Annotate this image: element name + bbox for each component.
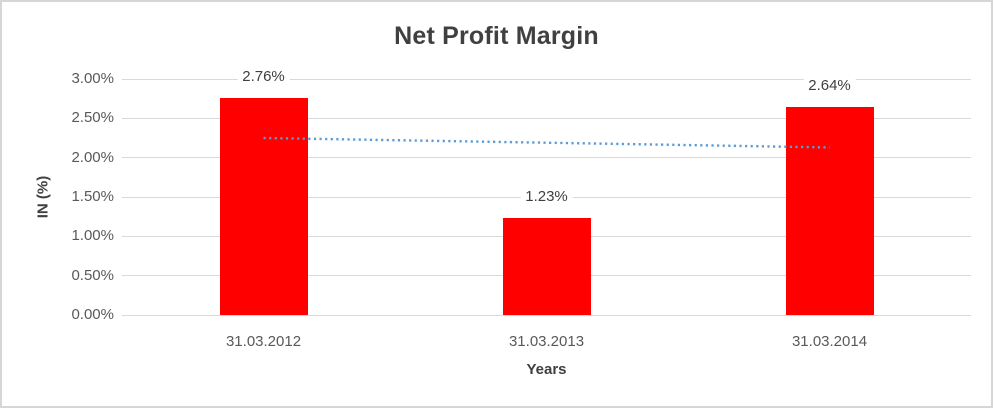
bar	[785, 107, 874, 315]
data-label: 2.76%	[237, 67, 290, 86]
y-tick-label: 3.00%	[71, 70, 114, 87]
gridline	[122, 157, 971, 159]
bar	[219, 97, 308, 315]
y-tick-label: 0.50%	[71, 266, 114, 284]
y-tick-label: 2.00%	[71, 148, 114, 166]
y-tick-label: 2.50%	[71, 109, 114, 127]
gridline	[122, 314, 971, 316]
x-axis-title: Years	[526, 361, 567, 378]
x-tick-label: 31.03.2013	[508, 333, 585, 350]
y-tick-label: 1.00%	[71, 227, 114, 245]
y-tick-label: 0.00%	[71, 306, 114, 323]
y-tick-label: 1.50%	[71, 188, 114, 205]
data-label: 1.23%	[520, 188, 573, 207]
x-tick-label: 31.03.2012	[225, 333, 302, 350]
chart-title: Net Profit Margin	[394, 22, 599, 50]
bar	[502, 218, 591, 315]
x-tick-label: 31.03.2014	[791, 333, 868, 350]
gridline	[122, 117, 971, 119]
data-label: 2.64%	[803, 77, 856, 96]
gridline	[122, 78, 971, 80]
